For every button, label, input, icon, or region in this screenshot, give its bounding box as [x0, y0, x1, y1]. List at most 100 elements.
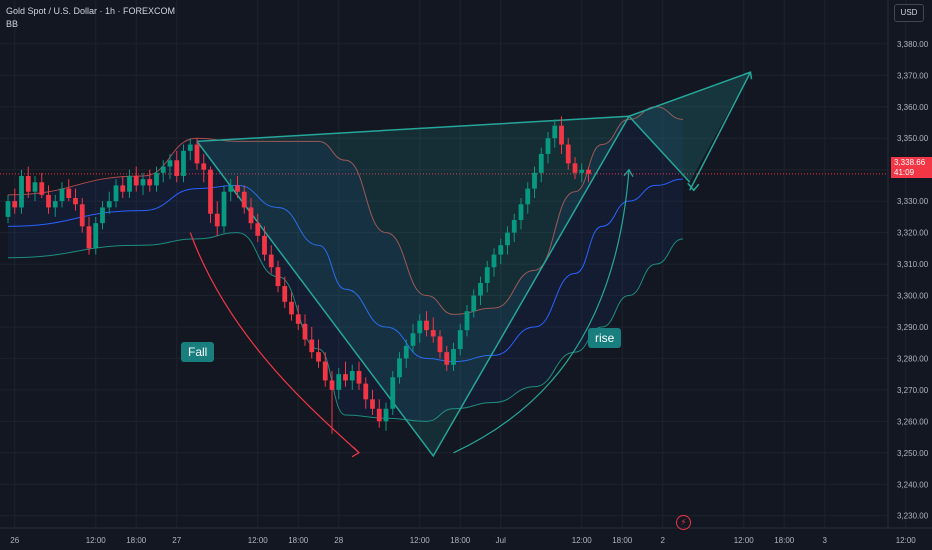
y-tick-label: 3,260.00 — [897, 417, 929, 426]
x-tick-label: 18:00 — [450, 536, 471, 545]
chart-grid — [0, 0, 907, 528]
annotation-curves — [189, 168, 634, 458]
candle-body — [106, 201, 112, 208]
candle-body — [255, 223, 261, 236]
candle-body — [451, 348, 456, 365]
x-tick-label: 18:00 — [774, 536, 795, 545]
x-tick-label: 12:00 — [248, 536, 269, 545]
candle-body — [275, 267, 281, 287]
candle-body — [444, 352, 450, 365]
bollinger-fill — [8, 106, 683, 422]
pattern-arrow-tip — [744, 71, 753, 80]
pattern-inner-line — [196, 114, 691, 458]
candle-body — [457, 330, 463, 349]
candle-body — [174, 160, 180, 176]
candle-body — [248, 207, 254, 224]
candle-body — [154, 172, 159, 186]
candle-body — [471, 295, 477, 312]
currency-button[interactable]: USD — [894, 4, 924, 22]
candle-body — [309, 339, 315, 353]
candle-body — [66, 188, 72, 199]
candle-body — [437, 336, 443, 353]
candle-body — [349, 371, 355, 381]
x-tick-label: 12:00 — [86, 536, 107, 545]
candle-body — [39, 182, 45, 195]
candle-body — [410, 333, 416, 346]
candle-body — [32, 182, 38, 192]
candle-body — [538, 153, 544, 173]
last-price-value: 3,338.66 — [894, 158, 926, 167]
candle-body — [187, 144, 193, 151]
candle-body — [147, 179, 153, 186]
candle-body — [484, 267, 490, 283]
x-tick-label: 28 — [334, 536, 343, 545]
candle-body — [59, 188, 65, 202]
candle-body — [356, 371, 362, 384]
candle-body — [525, 188, 531, 205]
fall-arrow-curve — [189, 232, 360, 454]
y-tick-label: 3,380.00 — [897, 40, 929, 49]
bollinger-lower — [7, 232, 684, 422]
x-tick-label: 2 — [661, 536, 666, 545]
candle-body — [167, 160, 173, 167]
x-tick-label: 12:00 — [896, 536, 917, 545]
rise-label[interactable]: rise — [588, 328, 622, 348]
candle-body — [579, 169, 585, 173]
candle-body — [19, 175, 24, 208]
candle-body — [52, 201, 58, 208]
candle-body — [289, 301, 294, 315]
candle-body — [559, 125, 564, 145]
x-tick-label: 18:00 — [126, 536, 147, 545]
candle-body — [86, 226, 92, 249]
price-axis[interactable]: 3,380.003,370.003,360.003,350.003,340.00… — [887, 0, 929, 528]
time-axis[interactable]: 12:00 18:00 26 12:00 18:00 27 12:00 18:00 28 12:0… — [0, 527, 932, 545]
y-tick-label: 3,230.00 — [897, 512, 929, 521]
candle-body — [376, 408, 382, 422]
y-tick-label: 3,370.00 — [897, 71, 929, 80]
candle-body — [586, 169, 591, 174]
candle-body — [282, 286, 288, 302]
flash-icon[interactable]: ⚡ — [676, 515, 691, 530]
candle-body — [329, 380, 335, 390]
candle-body — [113, 185, 119, 202]
candle-body — [545, 138, 551, 154]
indicator-label[interactable]: BB — [6, 19, 19, 29]
candle-body — [295, 314, 301, 324]
x-tick-label: 12:00 — [410, 536, 431, 545]
candle-body — [25, 175, 31, 192]
bar-countdown: 41:09 — [894, 168, 915, 177]
symbol-title[interactable]: Gold Spot / U.S. Dollar · 1h · FOREXCOM — [6, 6, 176, 16]
candle-body — [228, 185, 234, 192]
x-tick-label: 12:00 — [572, 536, 593, 545]
fall-label[interactable]: Fall — [181, 342, 215, 362]
pattern-arrow-head — [687, 182, 700, 192]
candle-body — [241, 191, 247, 208]
bollinger-bands — [7, 106, 684, 422]
candle-body — [140, 179, 146, 186]
candle-body — [194, 144, 200, 164]
candle-body — [127, 175, 132, 192]
candle-body — [46, 194, 51, 208]
rise-arrow-head — [623, 168, 634, 177]
candle-body — [5, 201, 11, 217]
candle-body — [532, 172, 537, 189]
candle-body — [363, 383, 369, 400]
candle-body — [336, 374, 342, 390]
chart-header: Gold Spot / U.S. Dollar · 1h · FOREXCOM … — [6, 5, 175, 31]
candle-body — [397, 358, 402, 378]
y-tick-label: 3,280.00 — [897, 354, 929, 363]
pattern-return-line — [689, 71, 752, 191]
x-tick-label: 3 — [823, 536, 828, 545]
y-tick-label: 3,270.00 — [897, 386, 929, 395]
y-tick-label: 3,290.00 — [897, 323, 929, 332]
pattern-fill-right — [629, 72, 751, 183]
candle-body — [478, 282, 483, 296]
candle-body — [498, 245, 504, 255]
candle-body — [181, 150, 186, 176]
y-tick-label: 3,240.00 — [897, 480, 929, 489]
candle-body — [12, 201, 18, 208]
candle-body — [302, 323, 308, 340]
y-tick-label: 3,300.00 — [897, 292, 929, 301]
candle-body — [133, 175, 139, 186]
